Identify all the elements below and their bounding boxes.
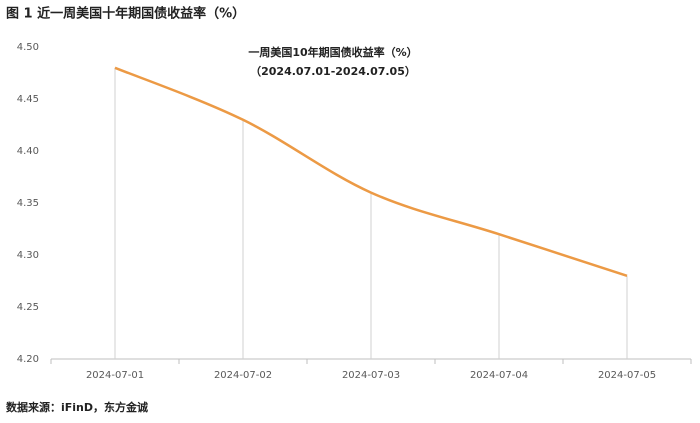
y-tick-label: 4.25 [17,302,39,313]
chart-title: 一周美国10年期国债收益率（%） [248,45,417,59]
y-tick-label: 4.35 [17,198,39,209]
x-tick-label: 2024-07-05 [598,370,656,381]
x-tick-label: 2024-07-02 [214,370,272,381]
x-tick-label: 2024-07-04 [470,370,528,381]
source-note: 数据来源：iFinD，东方金诚 [6,400,148,414]
y-tick-label: 4.50 [17,42,39,53]
figure-title: 图 1 近一周美国十年期国债收益率（%） [6,6,245,22]
line [114,66,628,277]
x-tick-label: 2024-07-01 [86,370,144,381]
y-tick-label: 4.20 [17,354,39,365]
x-tick-label: 2024-07-03 [342,370,400,381]
y-tick-label: 4.45 [17,94,39,105]
chart-subtitle: （2024.07.01-2024.07.05） [250,65,416,78]
y-tick-label: 4.30 [17,250,39,261]
y-tick-label: 4.40 [17,146,39,157]
